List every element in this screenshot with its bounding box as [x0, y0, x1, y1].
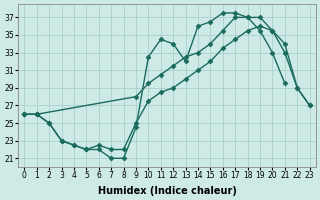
- X-axis label: Humidex (Indice chaleur): Humidex (Indice chaleur): [98, 186, 236, 196]
